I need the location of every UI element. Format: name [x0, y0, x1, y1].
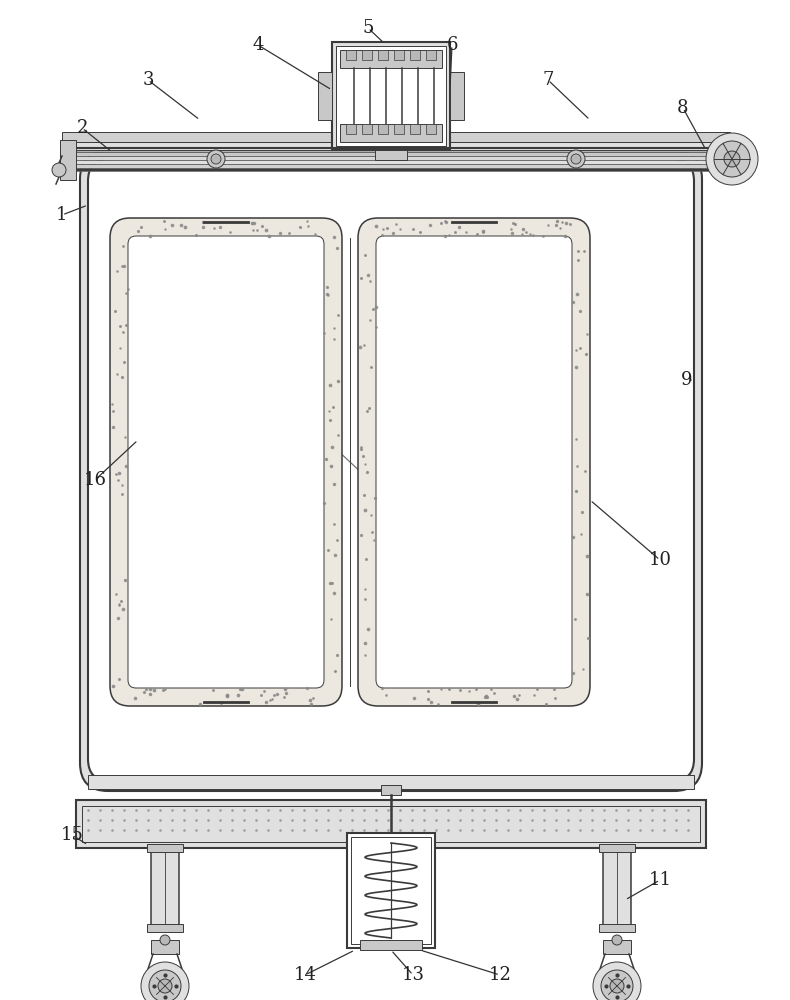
Text: 9: 9: [681, 371, 693, 389]
Bar: [318, 72, 332, 120]
Bar: [76, 800, 706, 848]
Circle shape: [601, 970, 633, 1000]
FancyBboxPatch shape: [128, 236, 324, 688]
Bar: [151, 848, 179, 928]
Circle shape: [714, 141, 750, 177]
Circle shape: [141, 962, 189, 1000]
Bar: [88, 775, 694, 789]
FancyBboxPatch shape: [110, 218, 342, 706]
Bar: [410, 124, 420, 134]
Bar: [332, 42, 450, 150]
Bar: [346, 50, 356, 60]
Text: 11: 11: [649, 871, 671, 889]
Bar: [147, 844, 183, 852]
Bar: [340, 50, 442, 68]
Bar: [82, 806, 700, 842]
Circle shape: [149, 970, 181, 1000]
Bar: [394, 124, 404, 134]
Bar: [450, 72, 464, 120]
Text: 14: 14: [294, 966, 317, 984]
Bar: [68, 160, 724, 164]
Bar: [426, 124, 436, 134]
Text: 2: 2: [77, 119, 88, 137]
Bar: [62, 132, 730, 142]
Circle shape: [612, 935, 622, 945]
Bar: [147, 924, 183, 932]
Bar: [68, 168, 724, 171]
Bar: [60, 140, 76, 180]
Circle shape: [610, 979, 624, 993]
Bar: [68, 152, 724, 156]
Text: 10: 10: [649, 551, 671, 569]
Bar: [378, 50, 388, 60]
Bar: [362, 50, 372, 60]
FancyBboxPatch shape: [358, 218, 590, 706]
Circle shape: [593, 962, 641, 1000]
Text: 7: 7: [542, 71, 554, 89]
Bar: [718, 140, 734, 180]
Bar: [68, 148, 724, 152]
Bar: [68, 140, 724, 150]
Bar: [336, 46, 446, 146]
Bar: [603, 940, 631, 954]
Bar: [603, 848, 631, 928]
Bar: [68, 148, 724, 170]
Text: 12: 12: [488, 966, 511, 984]
FancyBboxPatch shape: [376, 236, 572, 688]
Bar: [351, 837, 431, 944]
Text: 5: 5: [363, 19, 374, 37]
Circle shape: [567, 150, 585, 168]
Circle shape: [571, 154, 581, 164]
Bar: [599, 924, 635, 932]
Text: 8: 8: [677, 99, 689, 117]
Bar: [151, 940, 179, 954]
Text: 3: 3: [142, 71, 154, 89]
Bar: [378, 124, 388, 134]
Bar: [394, 50, 404, 60]
Bar: [360, 940, 422, 950]
Circle shape: [207, 150, 225, 168]
Text: 13: 13: [401, 966, 424, 984]
Text: 15: 15: [61, 826, 84, 844]
FancyBboxPatch shape: [88, 159, 694, 781]
Circle shape: [724, 151, 740, 167]
Bar: [346, 124, 356, 134]
Text: 4: 4: [252, 36, 264, 54]
Bar: [410, 50, 420, 60]
Circle shape: [160, 935, 170, 945]
Bar: [68, 156, 724, 160]
Text: 1: 1: [56, 206, 68, 224]
Bar: [375, 150, 407, 160]
Bar: [362, 124, 372, 134]
Bar: [599, 844, 635, 852]
Text: 6: 6: [446, 36, 457, 54]
Circle shape: [158, 979, 172, 993]
Circle shape: [706, 133, 758, 185]
Bar: [340, 124, 442, 142]
Bar: [347, 833, 435, 948]
Bar: [381, 785, 401, 795]
FancyBboxPatch shape: [80, 151, 702, 791]
Bar: [68, 164, 724, 168]
Bar: [426, 50, 436, 60]
Text: 16: 16: [84, 471, 107, 489]
Circle shape: [211, 154, 221, 164]
Circle shape: [52, 163, 66, 177]
